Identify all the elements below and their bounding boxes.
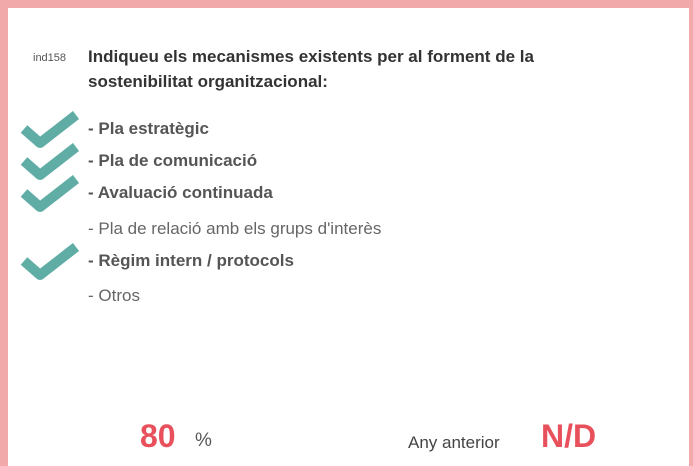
unit: % [195,430,212,451]
list-item: - Pla de relació amb els grups d'interès [88,219,382,238]
value: 80 [140,418,176,454]
checkmark [20,243,80,280]
checkmark [20,175,80,212]
list-item: - Otros [88,286,140,305]
indicator-id: ind158 [33,52,67,64]
list-item: - Règim intern / protocols [88,251,294,270]
checkmark-path [20,243,80,280]
checkmark-path [20,111,80,148]
checkmark-path [20,143,80,180]
previous-label: Any anterior [408,433,500,452]
previous-value: N/D [541,418,597,454]
list-item: - Avaluació continuada [88,183,273,202]
indicator-title: Indiqueu els mecanismes existents per al… [88,47,534,91]
checkmark [20,111,80,148]
list-item: - Pla de comunicació [88,151,258,170]
list-item: - Pla estratègic [88,119,209,138]
checkmark-path [20,175,80,212]
checkmark [20,143,80,180]
